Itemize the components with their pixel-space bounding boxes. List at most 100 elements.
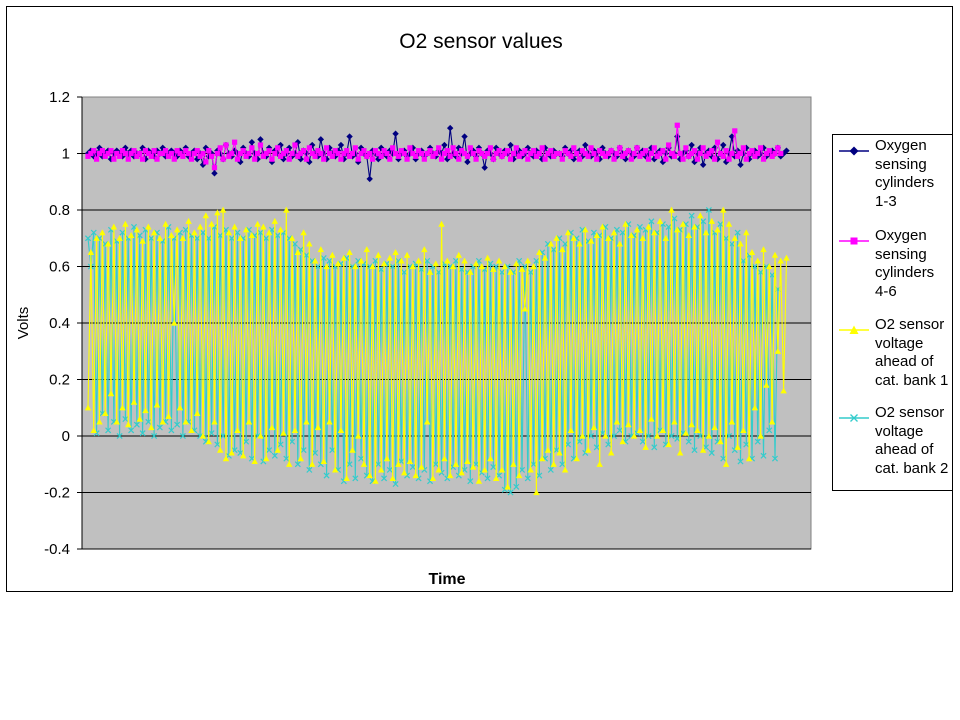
data-point	[628, 156, 634, 162]
data-point	[582, 141, 589, 149]
data-point	[361, 148, 367, 154]
data-point	[728, 240, 735, 247]
data-point	[484, 254, 491, 261]
data-point	[734, 147, 741, 154]
data-point	[91, 148, 97, 154]
data-point	[450, 145, 456, 151]
data-point	[768, 418, 776, 425]
data-point	[717, 438, 724, 445]
data-point	[251, 458, 258, 465]
data-point	[745, 455, 753, 462]
data-point	[541, 254, 549, 261]
data-point	[518, 265, 526, 272]
data-point	[487, 145, 494, 151]
data-point	[605, 441, 612, 448]
data-point	[533, 489, 540, 496]
data-point	[134, 153, 140, 159]
data-point	[490, 156, 496, 162]
data-point	[337, 141, 345, 149]
data-point	[160, 150, 166, 157]
data-point	[145, 418, 152, 425]
data-point	[574, 150, 580, 157]
data-point	[766, 263, 773, 270]
data-point	[312, 153, 318, 159]
data-point	[717, 221, 724, 228]
data-point	[392, 248, 399, 255]
data-point	[412, 472, 419, 479]
data-point	[424, 150, 430, 157]
data-point	[357, 257, 365, 264]
data-point	[665, 144, 672, 152]
data-point	[366, 472, 373, 479]
data-point	[104, 240, 112, 247]
data-point	[306, 466, 313, 473]
data-point	[481, 164, 488, 171]
data-point	[151, 432, 158, 440]
data-point	[461, 150, 468, 157]
data-point	[85, 153, 91, 159]
data-point	[404, 156, 410, 162]
data-point	[186, 150, 192, 157]
data-point	[737, 161, 744, 168]
data-point	[622, 150, 629, 157]
data-point	[550, 460, 557, 467]
data-point	[271, 217, 279, 224]
data-point	[280, 150, 287, 157]
data-point	[110, 223, 118, 230]
y-tick-label: 0.8	[49, 202, 70, 219]
data-point	[343, 474, 350, 481]
data-point	[524, 475, 531, 482]
data-point	[521, 305, 529, 312]
data-point	[263, 235, 270, 242]
data-point	[530, 263, 537, 270]
data-point	[502, 150, 508, 157]
data-point	[538, 455, 546, 462]
data-point	[188, 426, 195, 433]
data-point	[720, 153, 726, 159]
data-point	[289, 150, 295, 157]
data-point	[685, 438, 692, 445]
data-point	[395, 153, 402, 159]
data-point	[208, 220, 215, 227]
data-point	[731, 234, 738, 241]
data-point	[165, 150, 172, 157]
data-point	[185, 217, 192, 224]
data-point	[174, 148, 180, 154]
data-point	[763, 381, 770, 388]
data-point	[472, 260, 480, 267]
data-point	[777, 257, 784, 264]
data-point	[426, 268, 434, 275]
data-point	[188, 156, 195, 162]
data-point	[605, 153, 612, 160]
data-point	[461, 257, 468, 264]
data-point	[490, 265, 497, 272]
data-point	[214, 209, 221, 216]
data-point	[139, 430, 146, 437]
data-point	[737, 458, 744, 465]
data-point	[214, 441, 221, 448]
data-point	[458, 150, 465, 157]
data-point	[194, 410, 201, 416]
data-point	[237, 150, 243, 157]
data-point	[645, 432, 652, 440]
data-point	[332, 466, 339, 473]
data-point	[423, 418, 431, 425]
data-point	[249, 145, 255, 151]
y-axis-label: Volts	[15, 307, 32, 340]
data-point	[700, 145, 706, 151]
data-point	[674, 122, 680, 128]
data-point	[346, 133, 353, 140]
data-point	[743, 229, 750, 236]
data-point	[527, 269, 534, 276]
data-point	[544, 446, 552, 453]
data-point	[326, 257, 333, 264]
data-point	[110, 150, 118, 157]
data-point	[202, 212, 210, 219]
data-point	[648, 415, 655, 422]
data-point	[515, 472, 523, 479]
data-point	[666, 142, 672, 148]
data-point	[597, 148, 603, 154]
data-point	[274, 232, 281, 239]
data-point	[183, 148, 189, 154]
data-point	[740, 426, 747, 433]
